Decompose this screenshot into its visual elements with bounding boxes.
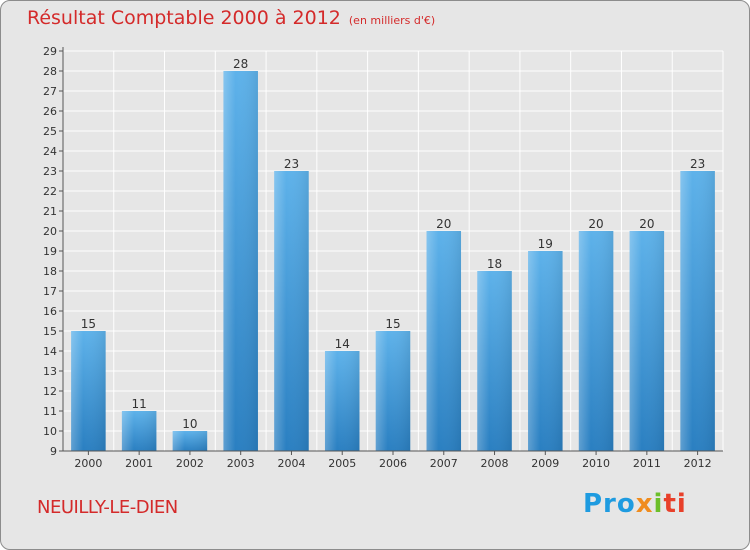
y-tick-label: 22 [43,185,57,198]
chart-subtitle: (en milliers d'€) [348,14,436,27]
logo-part-4: ti [663,489,687,519]
x-tick-label: 2007 [430,457,458,470]
bar-shade [680,171,715,451]
bar-value-label: 20 [588,217,603,231]
y-tick-label: 27 [43,85,57,98]
x-tick-label: 2003 [227,457,255,470]
bar-shade [274,171,309,451]
bar-shade [528,251,563,451]
y-tick-label: 18 [43,265,57,278]
bar-value-label: 15 [385,317,400,331]
bar-shade [172,431,208,451]
y-tick-label: 23 [43,165,57,178]
y-tick-label: 28 [43,65,57,78]
bar-value-label: 14 [335,337,350,351]
x-tick-label: 2001 [125,457,153,470]
commune-name: NEUILLY-LE-DIEN [37,497,178,518]
chart-title-text: Résultat Comptable 2000 à 2012 [27,7,341,29]
y-tick-label: 20 [43,225,57,238]
bar-shade [223,71,258,451]
bar-value-label: 20 [639,217,654,231]
x-tick-label: 2005 [328,457,356,470]
y-tick-label: 17 [43,285,57,298]
x-tick-label: 2009 [531,457,559,470]
bar-shade [71,331,106,451]
x-tick-label: 2011 [633,457,661,470]
y-tick-label: 25 [43,125,57,138]
x-tick-label: 2000 [74,457,102,470]
bar-shade [426,231,462,451]
x-tick-label: 2006 [379,457,407,470]
logo-part-3: i [653,489,664,519]
bars-layer: 15 11 10 28 23 14 15 20 18 19 20 20 23 [71,57,715,451]
bar-shade [578,231,614,451]
bar-value-label: 11 [132,397,147,411]
axes-layer: 9 10 11 12 13 14 15 16 17 18 19 20 21 22 23 24 25 26 27 28 2… [43,45,723,470]
bar-value-label: 23 [690,157,705,171]
bar-shade [324,351,360,451]
y-tick-label: 12 [43,385,57,398]
y-tick-label: 15 [43,325,57,338]
bar-value-label: 19 [538,237,553,251]
y-tick-label: 24 [43,145,57,158]
bar-shade [629,231,665,451]
y-tick-label: 10 [43,425,57,438]
bar-shade [477,271,512,451]
bar-value-label: 15 [81,317,96,331]
y-tick-label: 29 [43,45,57,58]
x-tick-label: 2002 [176,457,204,470]
y-tick-label: 26 [43,105,57,118]
x-tick-label: 2008 [481,457,509,470]
y-tick-label: 16 [43,305,57,318]
bar-value-label: 20 [436,217,451,231]
y-tick-label: 9 [50,445,57,458]
proxiti-logo[interactable]: Proxiti [583,489,687,519]
x-tick-label: 2010 [582,457,610,470]
y-tick-label: 11 [43,405,57,418]
x-tick-label: 2004 [277,457,305,470]
bar-value-label: 23 [284,157,299,171]
y-tick-label: 21 [43,205,57,218]
y-tick-label: 13 [43,365,57,378]
x-tick-label: 2012 [684,457,712,470]
bar-value-label: 28 [233,57,248,71]
chart-title: Résultat Comptable 2000 à 2012 (en millie… [27,7,435,29]
logo-part-2: x [635,489,654,519]
bar-value-label: 10 [182,417,197,431]
y-tick-label: 14 [43,345,57,358]
bar-shade [121,411,157,451]
bar-value-label: 18 [487,257,502,271]
y-tick-label: 19 [43,245,57,258]
bar-shade [375,331,411,451]
logo-part-1: Pro [583,489,636,519]
